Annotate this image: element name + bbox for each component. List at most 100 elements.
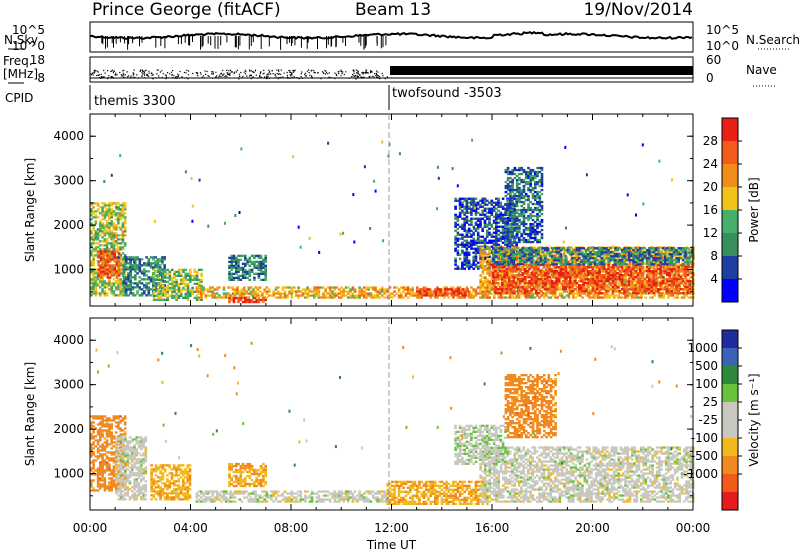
power-cell bbox=[474, 255, 478, 258]
power-cell bbox=[237, 296, 240, 300]
power-cell bbox=[461, 201, 464, 204]
power-cell bbox=[228, 300, 231, 304]
power-cell bbox=[404, 286, 408, 289]
power-cell bbox=[463, 288, 466, 291]
power-cell bbox=[675, 290, 678, 293]
power-cell bbox=[501, 207, 505, 210]
power-cell bbox=[170, 280, 174, 283]
power-cell bbox=[161, 298, 165, 301]
power-cell bbox=[492, 259, 495, 262]
power-cell bbox=[572, 278, 575, 281]
power-cell bbox=[486, 231, 489, 234]
power-cell bbox=[504, 243, 507, 246]
power-cell bbox=[122, 288, 126, 291]
power-cell bbox=[248, 264, 252, 267]
power-cell bbox=[239, 258, 243, 261]
power-cell bbox=[521, 266, 524, 269]
power-cell bbox=[458, 201, 462, 204]
power-cell bbox=[455, 288, 458, 291]
power-cell bbox=[522, 284, 525, 287]
power-cell bbox=[515, 201, 518, 204]
power-cell bbox=[465, 201, 469, 204]
power-cell bbox=[498, 253, 502, 256]
power-cell bbox=[463, 235, 466, 238]
power-cell bbox=[467, 265, 471, 268]
freq-label: Freq. bbox=[3, 54, 33, 68]
power-cell bbox=[600, 274, 604, 277]
power-cell bbox=[472, 243, 475, 246]
power-cell bbox=[659, 272, 662, 275]
power-cell bbox=[679, 264, 683, 267]
power-cell bbox=[101, 284, 104, 287]
power-cell bbox=[495, 252, 498, 255]
power-cell bbox=[99, 278, 102, 281]
power-cell bbox=[119, 204, 122, 207]
power-cell bbox=[96, 228, 100, 231]
power-cell bbox=[177, 272, 181, 275]
power-cell bbox=[446, 290, 449, 293]
power-cell bbox=[290, 286, 294, 289]
power-cell bbox=[516, 284, 520, 287]
power-cell bbox=[123, 212, 127, 215]
power-cell bbox=[648, 284, 651, 287]
power-cell bbox=[530, 290, 533, 293]
power-cell bbox=[108, 206, 111, 209]
power-cell bbox=[571, 266, 574, 269]
power-cell bbox=[456, 217, 460, 220]
power-cell bbox=[536, 294, 539, 297]
power-cell bbox=[440, 290, 444, 293]
power-cell bbox=[619, 282, 623, 285]
power-cell bbox=[443, 296, 446, 299]
power-cell bbox=[472, 237, 475, 240]
power-cell bbox=[198, 278, 201, 281]
power-cell bbox=[498, 276, 502, 279]
power-cell bbox=[262, 262, 265, 265]
power-cell bbox=[676, 294, 679, 297]
power-cell bbox=[641, 282, 644, 285]
power-cell bbox=[486, 292, 489, 295]
power-cell bbox=[537, 266, 540, 269]
power-cell bbox=[113, 256, 116, 259]
power-cell bbox=[189, 272, 192, 275]
power-cell bbox=[467, 263, 471, 266]
power-cell bbox=[633, 296, 636, 299]
power-cell bbox=[684, 276, 687, 279]
power-cell bbox=[168, 288, 172, 291]
power-cell bbox=[122, 270, 126, 273]
power-cell bbox=[127, 294, 130, 297]
power-cell bbox=[666, 268, 669, 271]
power-cell bbox=[117, 280, 120, 283]
power-cell bbox=[615, 280, 618, 283]
power-cell bbox=[464, 294, 467, 297]
power-cell bbox=[157, 290, 160, 293]
power-cell bbox=[617, 296, 620, 299]
power-cell bbox=[164, 294, 167, 297]
power-cell bbox=[173, 276, 176, 279]
power-cell bbox=[461, 223, 464, 226]
power-cell bbox=[103, 210, 107, 213]
power-cell bbox=[106, 274, 110, 277]
power-cell bbox=[179, 274, 183, 277]
power-cell bbox=[672, 282, 676, 285]
power-cell bbox=[465, 211, 469, 214]
power-cell bbox=[503, 247, 506, 250]
power-cell bbox=[506, 197, 509, 200]
power-cell bbox=[531, 292, 534, 295]
power-cell bbox=[528, 274, 531, 277]
power-cell bbox=[90, 294, 93, 297]
power-cell bbox=[147, 292, 151, 295]
power-cell bbox=[516, 278, 520, 281]
power-cell bbox=[652, 276, 656, 279]
power-cell bbox=[99, 224, 102, 227]
power-cell bbox=[456, 243, 460, 246]
power-cell bbox=[639, 286, 642, 289]
power-cell bbox=[483, 221, 487, 224]
power-cell bbox=[420, 296, 423, 299]
power-cell bbox=[648, 276, 651, 279]
power-cell bbox=[114, 212, 118, 215]
power-cell bbox=[639, 278, 642, 281]
power-cell bbox=[507, 257, 511, 260]
power-cell bbox=[481, 264, 485, 267]
power-cell bbox=[672, 276, 676, 279]
power-cell bbox=[290, 296, 294, 299]
